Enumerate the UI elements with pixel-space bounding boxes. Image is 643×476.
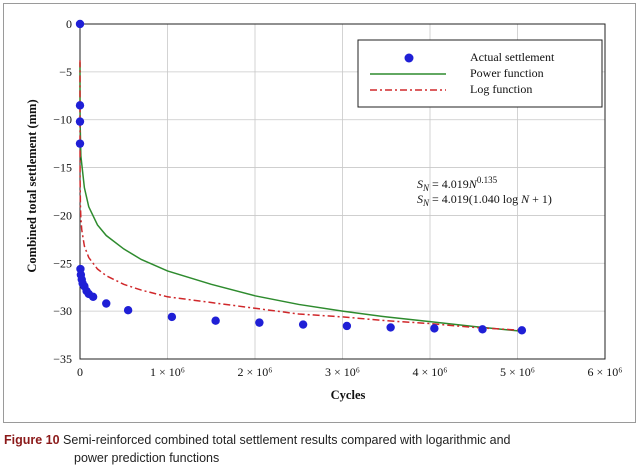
curves: [79, 60, 522, 332]
y-tick-label: −35: [53, 352, 72, 366]
y-tick-label: −10: [53, 113, 72, 127]
actual-settlement-point: [167, 312, 177, 322]
legend-label-actual: Actual settlement: [470, 50, 555, 64]
actual-settlement-point: [298, 320, 308, 329]
y-tick-label: −5: [59, 65, 72, 79]
actual-settlement-point: [255, 318, 264, 327]
actual-settlement-point: [75, 101, 85, 110]
actual-settlement-point: [211, 316, 220, 325]
x-tick-label: 3 × 10⁶: [325, 365, 360, 379]
actual-settlement-point: [75, 19, 85, 29]
log-equation: SN = 4.019(1.040 log N + 1): [417, 192, 552, 208]
figure-label: Figure 10: [4, 433, 60, 447]
caption-text-line2: power prediction functions: [74, 451, 220, 465]
y-axis-title: Combined total settlement (mm): [25, 99, 39, 272]
x-tick-label: 4 × 10⁶: [413, 365, 448, 379]
legend-marker-actual: [404, 53, 414, 63]
log-function-line: [79, 60, 522, 332]
caption-text: Semi-reinforced combined total settlemen…: [59, 433, 511, 447]
actual-settlement-point: [88, 292, 98, 301]
figure-frame: [3, 3, 636, 423]
y-tick-label: 0: [66, 17, 72, 31]
y-axis-ticks: 0 −5 −10 −15 −20 −25 −30 −35: [53, 17, 72, 366]
legend-label-power: Power function: [470, 66, 544, 80]
x-tick-label: 0: [77, 365, 83, 379]
x-tick-label: 2 × 10⁶: [238, 365, 273, 379]
legend: Actual settlement Power function Log fun…: [357, 39, 603, 108]
y-tick-label: −15: [53, 161, 72, 175]
settlement-chart: 0 −5 −10 −15 −20 −25 −30 −35 0 1 × 10⁶ 2 × 10⁶ 3 ×…: [25, 17, 622, 402]
actual-settlement-point: [430, 324, 439, 333]
figure-caption: Figure 10 Semi-reinforced combined total…: [4, 431, 634, 467]
x-tick-label: 5 × 10⁶: [500, 365, 535, 379]
actual-settlement-point: [517, 326, 527, 335]
y-tick-label: −25: [53, 256, 72, 270]
actual-settlement-point: [102, 299, 111, 308]
actual-settlement-point: [123, 305, 133, 315]
actual-settlement-point: [342, 321, 352, 331]
x-axis-ticks: 0 1 × 10⁶ 2 × 10⁶ 3 × 10⁶ 4 × 10⁶ 5 × 10⁶ 6 × …: [77, 365, 622, 379]
y-tick-label: −20: [53, 208, 72, 222]
actual-settlement-point: [386, 323, 395, 332]
power-function-line: [79, 62, 522, 332]
power-equation: SN = 4.019N0.135: [417, 175, 498, 193]
x-axis-title: Cycles: [331, 388, 366, 402]
x-tick-label: 6 × 10⁶: [588, 365, 623, 379]
legend-label-log: Log function: [470, 82, 532, 96]
actual-settlement-point: [75, 139, 85, 148]
actual-settlement-point: [478, 325, 487, 334]
y-tick-label: −30: [53, 304, 72, 318]
actual-settlement-point: [75, 117, 85, 126]
data-points: [75, 19, 527, 335]
x-tick-label: 1 × 10⁶: [150, 365, 185, 379]
